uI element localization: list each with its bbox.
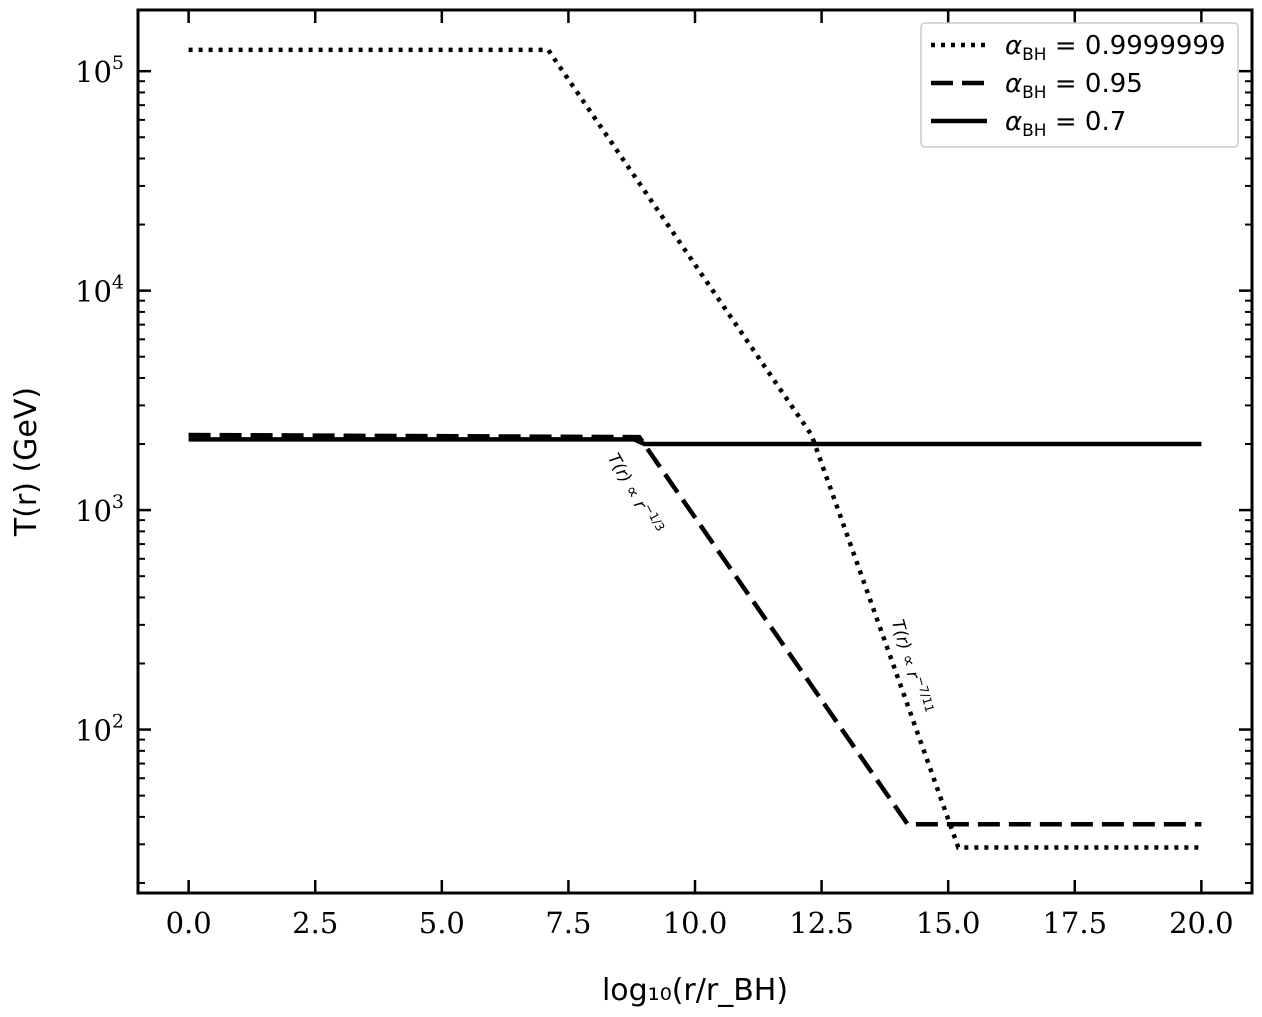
series-layer	[188, 47, 1202, 850]
legend-label: αBH = 0.7	[1005, 107, 1126, 141]
annotation-layer: T(r) ∝ r−1/3T(r) ∝ r−7/11	[603, 450, 937, 714]
y-axis-label: T(r) (GeV)	[9, 387, 44, 537]
y-tick-label: 105	[75, 52, 124, 89]
legend-label: αBH = 0.9999999	[1005, 31, 1226, 65]
tick-layer: 0.0 2.5 5.0 7.5 10.0 12.5 15.0 17.5 20.0 102 103 10…	[75, 10, 1252, 940]
x-tick-label: 2.5	[292, 906, 338, 940]
legend-box	[920, 22, 1239, 148]
x-tick-label: 20.0	[1169, 906, 1234, 940]
x-tick-label: 15.0	[916, 906, 981, 940]
series-line-solid	[188, 437, 1202, 447]
y-tick-label: 104	[75, 272, 124, 309]
y-tick-label: 102	[75, 711, 124, 748]
legend: αBH = 0.9999999 αBH = 0.95 αBH = 0.7	[920, 22, 1239, 148]
x-axis-label: log₁₀(r/r_BH)	[602, 973, 788, 1008]
x-tick-label: 0.0	[166, 906, 212, 940]
x-tick-label: 10.0	[663, 906, 728, 940]
legend-label: αBH = 0.95	[1005, 69, 1143, 103]
x-tick-label: 17.5	[1042, 906, 1107, 940]
x-tick-label: 12.5	[789, 906, 854, 940]
x-tick-label: 7.5	[545, 906, 591, 940]
series-line-dashed	[188, 432, 1202, 827]
y-tick-label: 103	[75, 491, 124, 528]
x-tick-label: 5.0	[419, 906, 465, 940]
series-line-dotted	[188, 47, 1202, 850]
